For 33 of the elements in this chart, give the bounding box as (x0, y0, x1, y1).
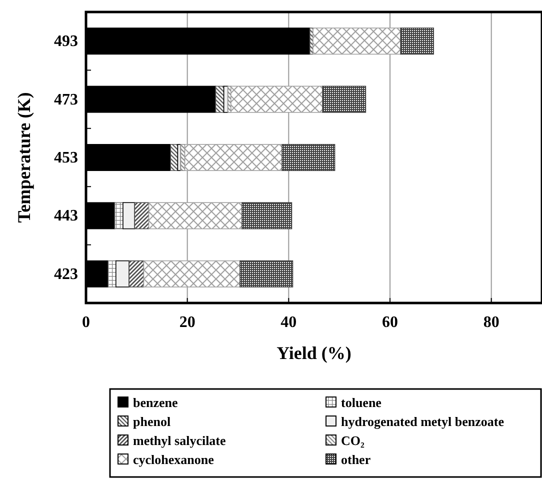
bar (322, 86, 366, 113)
legend-label: benzene (133, 395, 178, 410)
x-axis-title: Yield (%) (276, 343, 352, 363)
bar (134, 202, 150, 230)
legend-label: CO₂ (341, 433, 364, 448)
y-tick-label: 473 (54, 91, 78, 108)
x-tick-label: 0 (82, 314, 90, 331)
y-tick-label: 493 (54, 33, 78, 50)
legend-label: other (341, 452, 371, 467)
bar (122, 202, 136, 230)
legend-label: toluene (341, 395, 382, 410)
x-tick-label: 60 (382, 314, 398, 331)
legend-label: methyl salycilate (133, 433, 226, 448)
legend-label: cyclohexanone (133, 452, 214, 467)
bar (242, 202, 292, 230)
legend-label: hydrogenated metyl benzoate (341, 414, 504, 429)
y-axis-title: Temperature (K) (14, 92, 34, 223)
bar (240, 260, 294, 288)
y-tick-label: 453 (54, 150, 78, 166)
bar (170, 144, 178, 171)
bar (114, 202, 124, 230)
bar (282, 144, 336, 171)
bar (108, 260, 116, 288)
legend-label: phenol (133, 414, 171, 429)
bar (215, 86, 224, 113)
y-tick-label: 423 (54, 266, 78, 283)
x-tick-label: 80 (483, 314, 500, 331)
x-tick-label: 20 (179, 314, 196, 331)
bar (115, 260, 130, 288)
y-tick-label: 443 (54, 208, 78, 225)
x-tick-label: 40 (280, 314, 297, 331)
bar (400, 28, 434, 55)
bar (128, 260, 144, 288)
